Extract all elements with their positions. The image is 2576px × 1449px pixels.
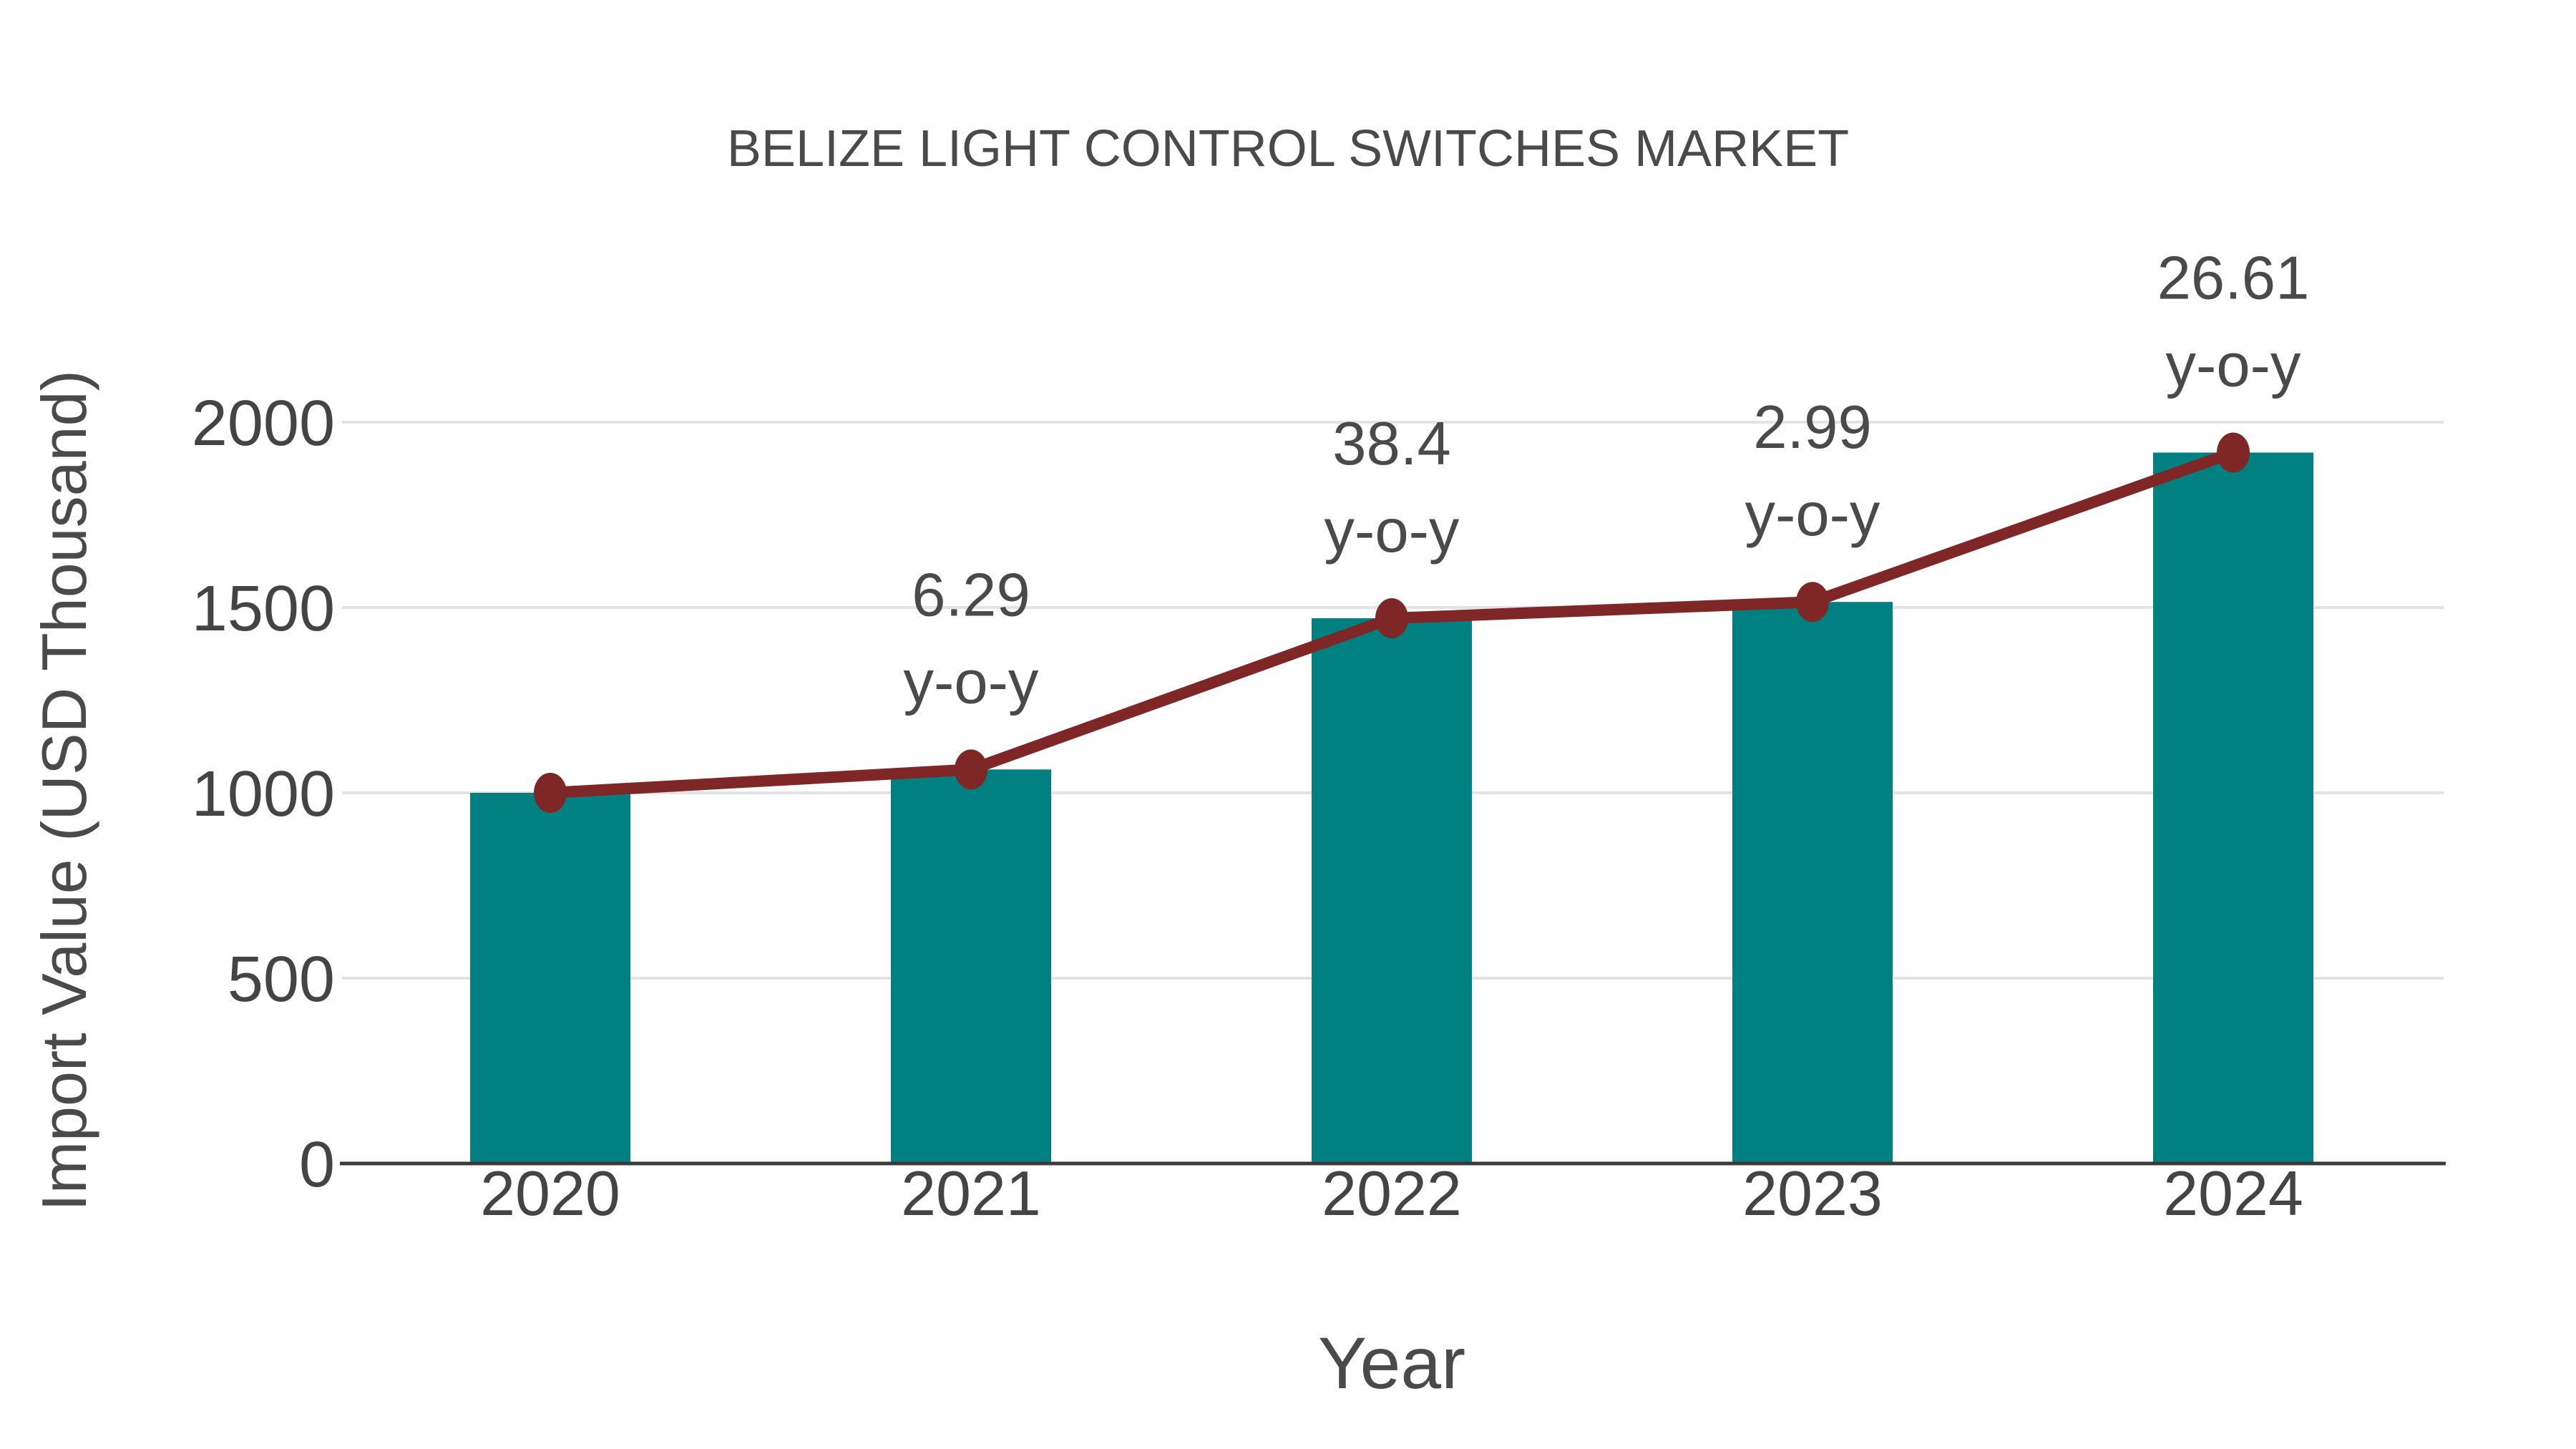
annotation-suffix-2022: y-o-y bbox=[1324, 497, 1460, 565]
annotation-value-2023: 2.99 bbox=[1753, 394, 1871, 462]
line-marker-2023 bbox=[1796, 582, 1829, 623]
line-marker-2022 bbox=[1375, 598, 1408, 639]
annotation-suffix-2021: y-o-y bbox=[904, 648, 1039, 716]
bar-series-layer bbox=[470, 452, 2313, 1163]
y-tick-label-0: 0 bbox=[299, 1129, 335, 1201]
annotation-value-2024: 26.61 bbox=[2157, 244, 2310, 312]
line-marker-2021 bbox=[955, 749, 987, 790]
annotation-layer: 6.29 y-o-y 38.4 y-o-y 2.99 y-o-y 26.61 y-o-y bbox=[904, 244, 2310, 716]
line-series-layer bbox=[534, 432, 2250, 813]
x-tick-label-2021: 2021 bbox=[901, 1158, 1041, 1229]
annotation-suffix-2023: y-o-y bbox=[1745, 481, 1880, 549]
annotation-value-2022: 38.4 bbox=[1332, 410, 1450, 478]
x-tick-label-2020: 2020 bbox=[480, 1158, 620, 1229]
y-tick-label-1500: 1500 bbox=[192, 573, 335, 645]
bar-2021 bbox=[891, 769, 1051, 1163]
chart-title: BELIZE LIGHT CONTROL SWITCHES MARKET bbox=[727, 120, 1849, 177]
line-marker-2020 bbox=[534, 773, 567, 813]
y-axis-title: Import Value (USD Thousand) bbox=[29, 370, 99, 1211]
bar-2020 bbox=[470, 793, 630, 1163]
y-tick-label-1000: 1000 bbox=[192, 758, 335, 830]
y-tick-label-2000: 2000 bbox=[192, 388, 335, 459]
bar-2022 bbox=[1312, 618, 1472, 1163]
x-tick-label-2022: 2022 bbox=[1322, 1158, 1462, 1229]
x-tick-label-2023: 2023 bbox=[1742, 1158, 1883, 1229]
line-marker-2024 bbox=[2217, 432, 2250, 473]
x-axis-title: Year bbox=[1318, 1322, 1465, 1404]
annotation-value-2021: 6.29 bbox=[912, 561, 1030, 629]
x-tick-label-2024: 2024 bbox=[2163, 1158, 2303, 1229]
bar-2023 bbox=[1732, 602, 1893, 1163]
annotation-suffix-2024: y-o-y bbox=[2166, 331, 2301, 399]
tick-label-layer: 0 500 1000 1500 2000 2020 2021 2022 2023 2024 bbox=[192, 388, 2303, 1229]
y-tick-label-500: 500 bbox=[228, 944, 335, 1015]
bar-2024 bbox=[2153, 452, 2313, 1163]
